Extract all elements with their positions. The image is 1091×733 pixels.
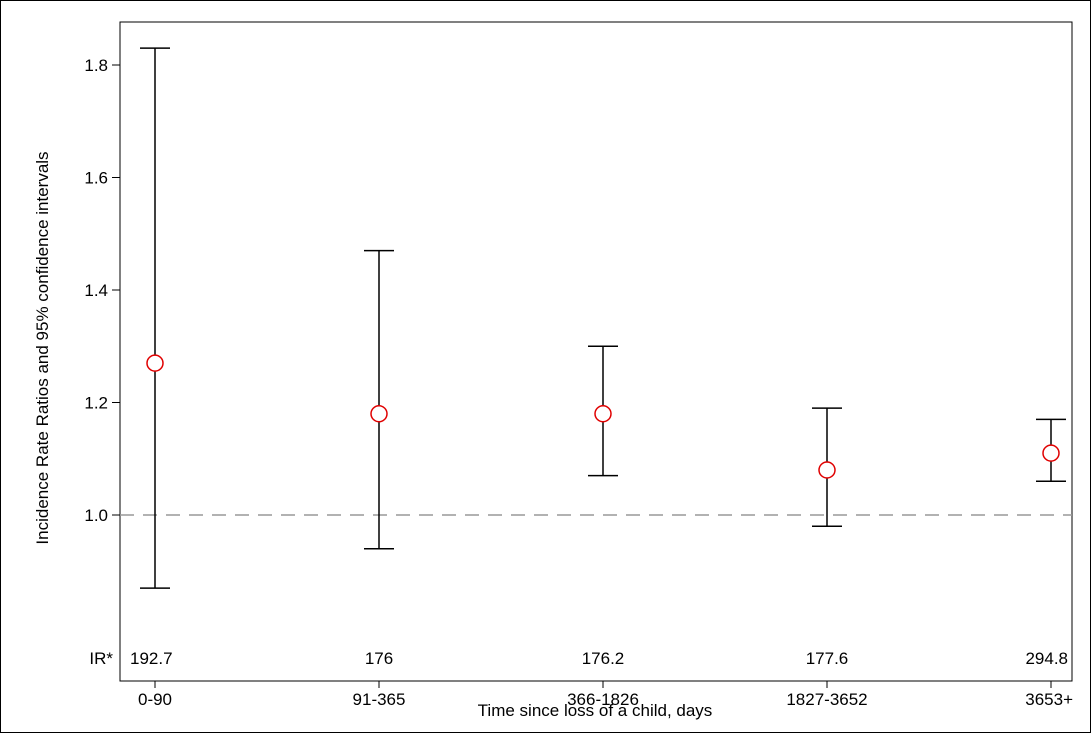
error-bars bbox=[140, 47, 1066, 589]
y-tick-label: 1.4 bbox=[84, 281, 108, 300]
y-tick-label: 1.2 bbox=[84, 394, 108, 413]
x-tick-label: 1827-3652 bbox=[786, 690, 867, 709]
y-axis: 1.0 1.2 1.4 1.6 1.8 bbox=[84, 56, 120, 525]
x-tick-label: 3653+ bbox=[1025, 690, 1073, 709]
ir-row: IR* 192.7 176 176.2 177.6 294.8 bbox=[89, 649, 1072, 682]
ir-value: 176.2 bbox=[582, 649, 625, 668]
y-tick-label: 1.8 bbox=[84, 56, 108, 75]
x-tick-label: 366-1826 bbox=[567, 690, 639, 709]
x-axis-title: Time since loss of a child, days bbox=[478, 701, 713, 720]
estimate-marker bbox=[594, 405, 612, 423]
y-tick-label: 1.6 bbox=[84, 169, 108, 188]
estimate-marker bbox=[818, 461, 836, 479]
ir-value: 177.6 bbox=[806, 649, 849, 668]
ir-value: 176 bbox=[365, 649, 393, 668]
ir-label: IR* bbox=[89, 649, 113, 668]
y-axis-title: Incidence Rate Ratios and 95% confidence… bbox=[33, 151, 52, 544]
x-axis: 0-90 91-365 366-1826 1827-3652 3653+ bbox=[138, 681, 1073, 709]
ir-value: 294.8 bbox=[1025, 649, 1068, 668]
estimate-marker bbox=[146, 354, 164, 372]
estimate-marker bbox=[370, 405, 388, 423]
estimate-marker bbox=[1042, 444, 1060, 462]
y-tick-label: 1.0 bbox=[84, 506, 108, 525]
x-tick-label: 0-90 bbox=[138, 690, 172, 709]
x-tick-label: 91-365 bbox=[353, 690, 406, 709]
plot-area bbox=[119, 21, 1073, 682]
ir-value: 192.7 bbox=[130, 649, 173, 668]
estimate-points bbox=[146, 354, 1060, 479]
